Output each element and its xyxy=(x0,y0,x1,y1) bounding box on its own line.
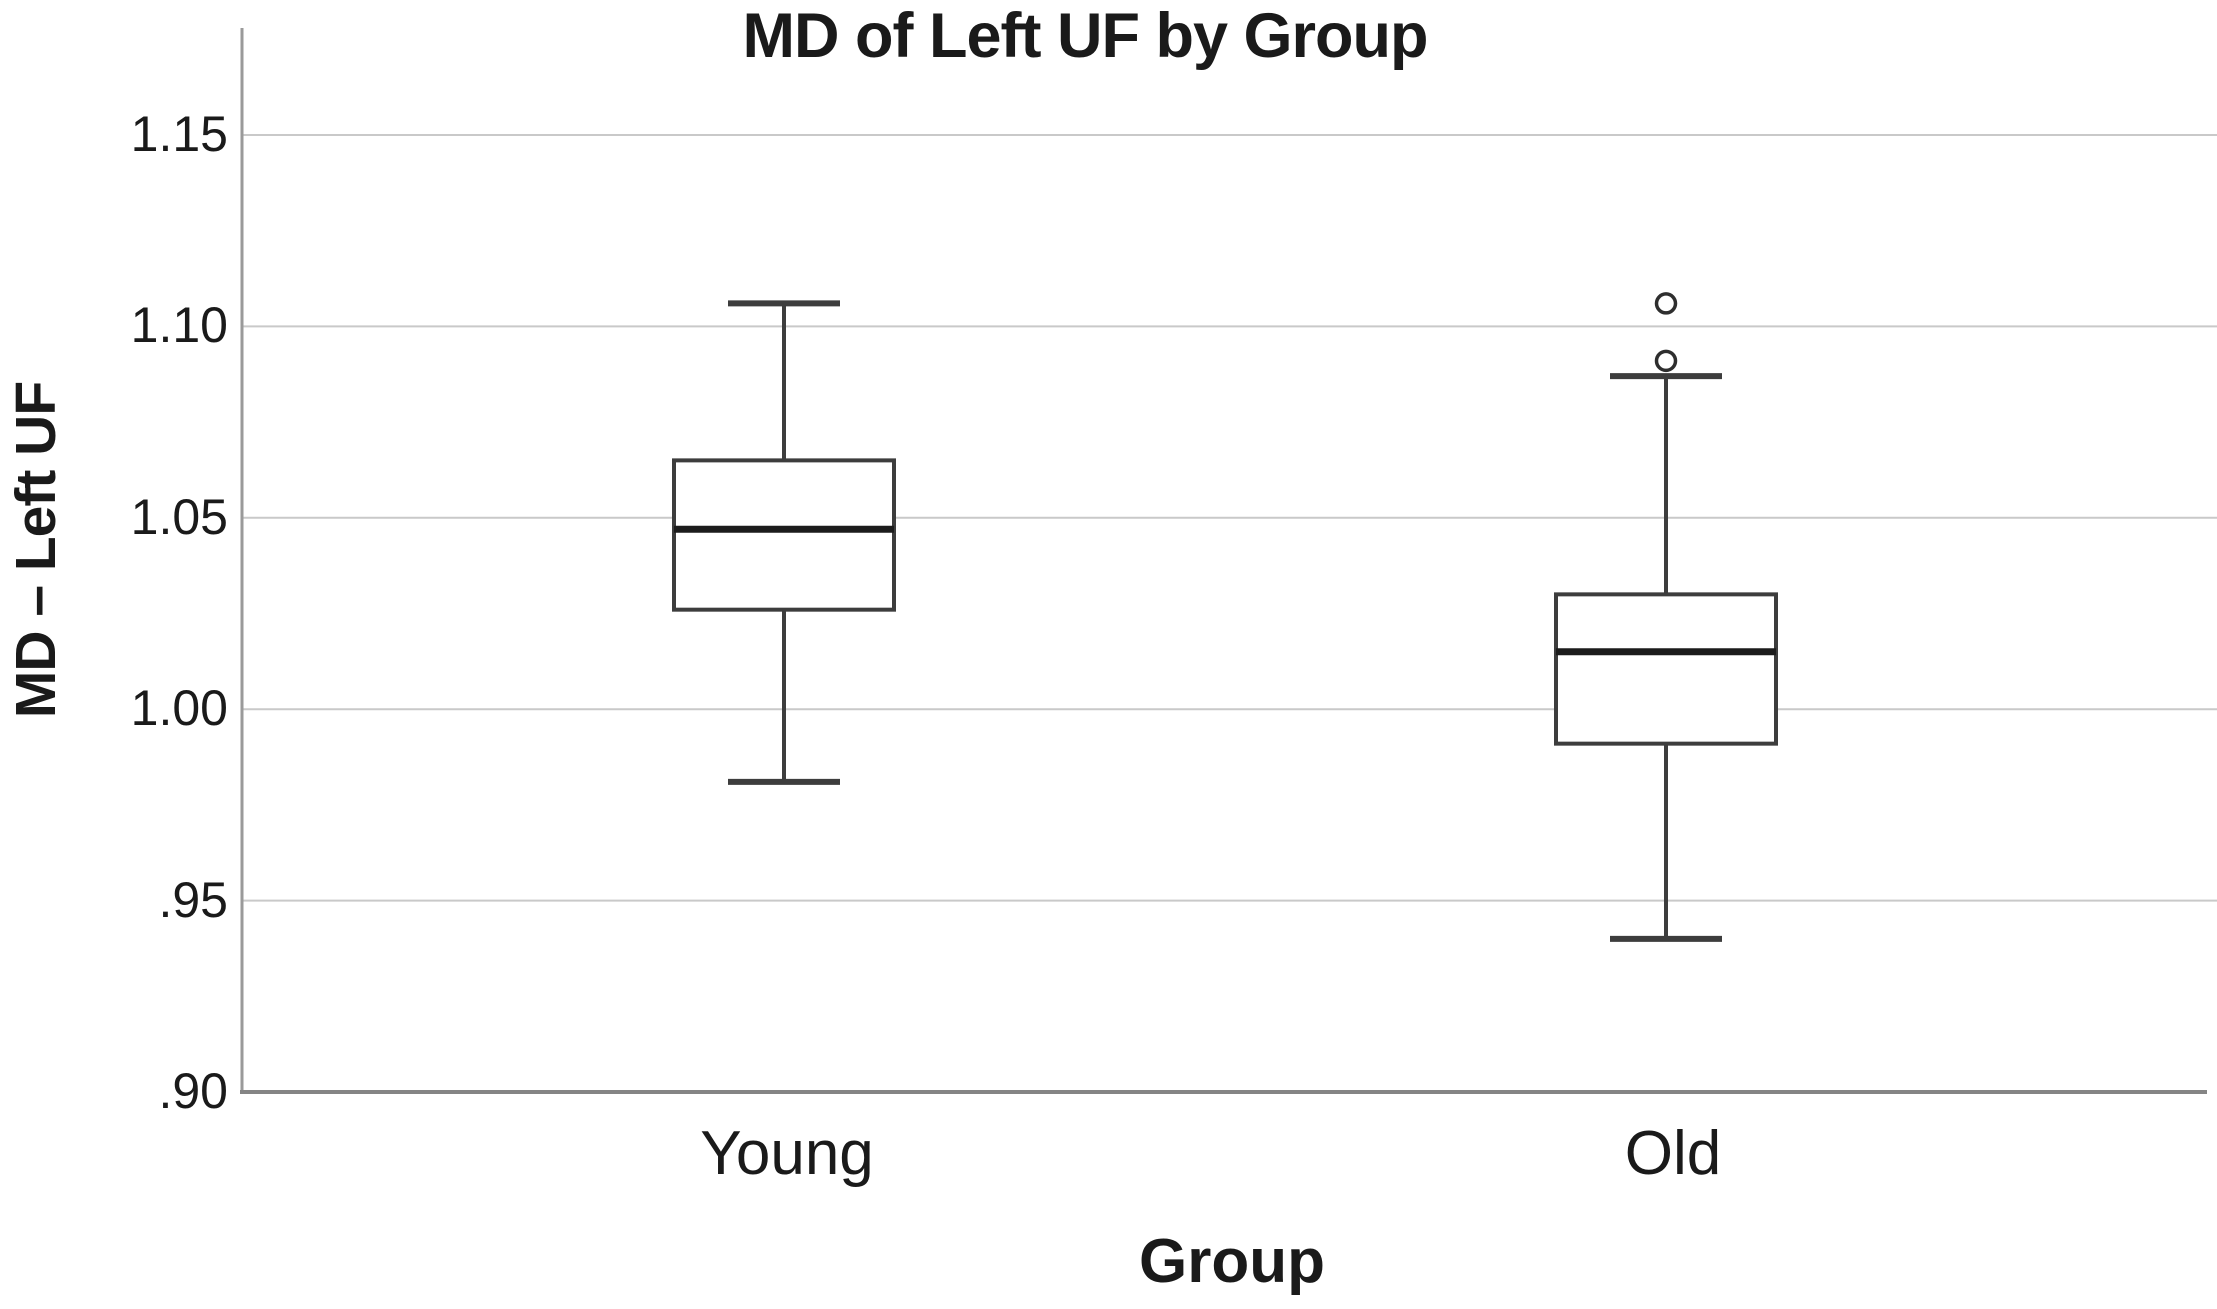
chart-title: MD of Left UF by Group xyxy=(742,1,1429,71)
iqr-box-old xyxy=(1554,592,1778,746)
y-tick-label: 1.10 xyxy=(130,297,228,354)
outlier-point-old xyxy=(1654,349,1678,373)
x-tick-label-old: Old xyxy=(1624,1119,1722,1188)
y-tick-label: 1.05 xyxy=(130,488,228,545)
y-axis-title: MD – Left UF xyxy=(4,381,68,719)
y-tick-label: 1.00 xyxy=(130,680,228,737)
y-tick-label: .90 xyxy=(158,1062,228,1119)
x-tick-label-young: Young xyxy=(700,1119,874,1188)
y-tick-label: .95 xyxy=(158,871,228,928)
iqr-box-young xyxy=(672,458,896,612)
x-axis-title: Group xyxy=(1139,1227,1325,1296)
y-tick-label: 1.15 xyxy=(130,105,228,162)
outlier-point-old xyxy=(1654,292,1678,315)
